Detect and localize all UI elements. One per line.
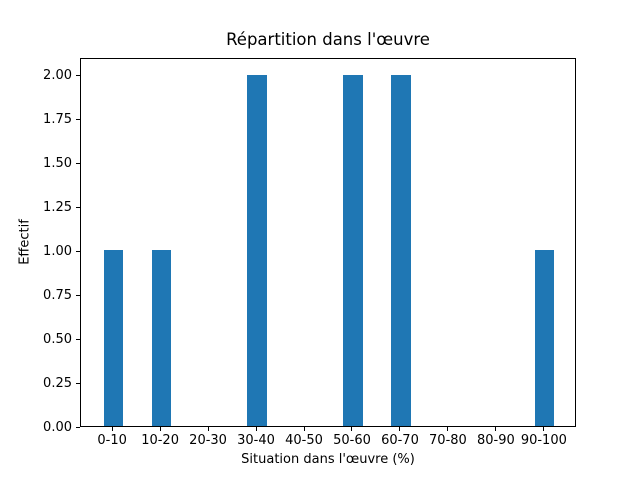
x-tick-label: 50-60 bbox=[333, 433, 371, 448]
x-tick-label: 40-50 bbox=[285, 433, 323, 448]
y-tick-label: 1.50 bbox=[43, 155, 72, 171]
x-tick-label: 20-30 bbox=[189, 433, 227, 448]
x-tick-label: 90-100 bbox=[520, 433, 567, 448]
bar-50-60 bbox=[343, 74, 363, 426]
y-tick-label: 0.25 bbox=[43, 375, 72, 391]
y-tick-mark bbox=[76, 250, 80, 252]
y-tick-mark bbox=[76, 426, 80, 428]
x-tick-label: 60-70 bbox=[381, 433, 419, 448]
bar-90-100 bbox=[535, 250, 555, 426]
y-axis-label: Effectif bbox=[17, 219, 33, 265]
y-tick-mark bbox=[76, 294, 80, 296]
x-tick-label: 70-80 bbox=[429, 433, 467, 448]
y-tick-label: 1.00 bbox=[43, 243, 72, 259]
x-tick-mark bbox=[495, 427, 497, 431]
x-axis-label: Situation dans l'œuvre (%) bbox=[241, 452, 415, 467]
y-tick-mark bbox=[76, 338, 80, 340]
y-tick-label: 0.00 bbox=[43, 419, 72, 435]
x-tick-mark bbox=[111, 427, 113, 431]
plot-area bbox=[80, 58, 576, 427]
x-tick-mark bbox=[399, 427, 401, 431]
y-tick-label: 0.75 bbox=[43, 287, 72, 303]
x-tick-label: 0-10 bbox=[97, 433, 127, 448]
x-tick-mark bbox=[447, 427, 449, 431]
y-tick-mark bbox=[76, 382, 80, 384]
x-tick-mark bbox=[303, 427, 305, 431]
bar-60-70 bbox=[391, 74, 411, 426]
y-tick-label: 2.00 bbox=[43, 68, 72, 84]
x-tick-mark bbox=[351, 427, 353, 431]
x-tick-label: 80-90 bbox=[477, 433, 515, 448]
x-tick-mark bbox=[255, 427, 257, 431]
y-tick-label: 1.25 bbox=[43, 199, 72, 215]
x-tick-label: 30-40 bbox=[237, 433, 275, 448]
bar-0-10 bbox=[103, 250, 123, 426]
x-tick-mark bbox=[543, 427, 545, 431]
x-tick-label: 10-20 bbox=[141, 433, 179, 448]
y-tick-label: 0.50 bbox=[43, 331, 72, 347]
chart-title: Répartition dans l'œuvre bbox=[226, 30, 430, 49]
bar-30-40 bbox=[247, 74, 267, 426]
x-tick-mark bbox=[159, 427, 161, 431]
y-tick-mark bbox=[76, 119, 80, 120]
y-tick-mark bbox=[76, 162, 80, 164]
y-tick-mark bbox=[76, 206, 80, 208]
y-tick-mark bbox=[76, 75, 80, 77]
bar-10-20 bbox=[151, 250, 171, 426]
x-tick-mark bbox=[207, 427, 209, 431]
y-tick-label: 1.75 bbox=[43, 112, 72, 127]
